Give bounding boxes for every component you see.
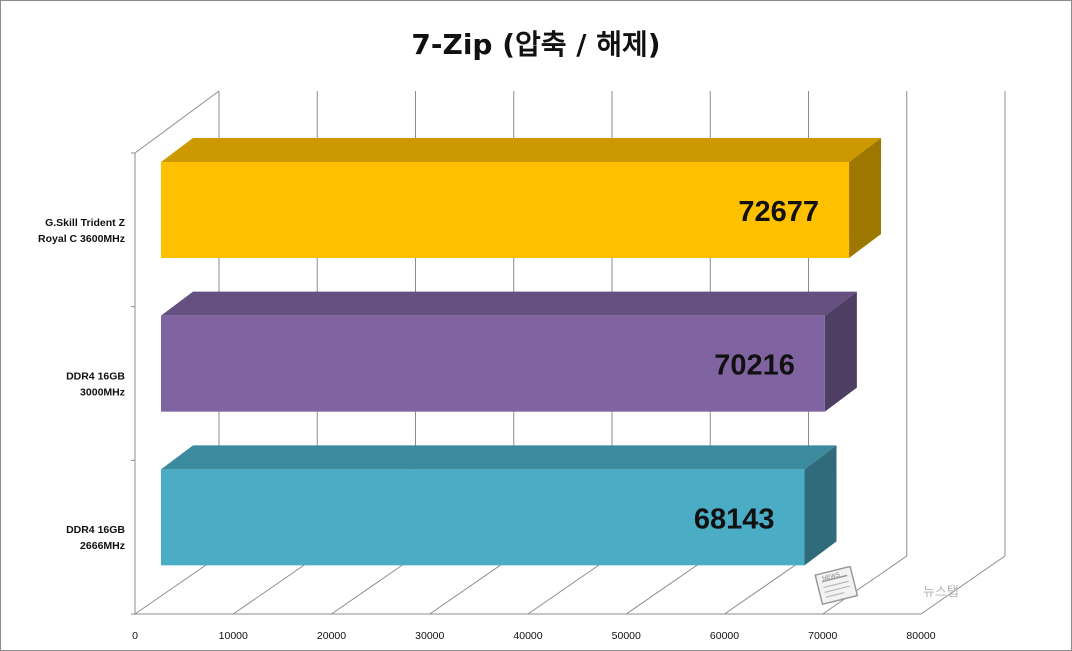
bar — [161, 315, 825, 412]
watermark-label: NEWS — [822, 572, 841, 582]
bar-top — [161, 445, 837, 470]
x-tick-label: 30000 — [415, 630, 444, 642]
newspaper-icon: NEWS 뉴스탭 — [814, 566, 959, 606]
floor-gridline — [429, 555, 515, 615]
x-tick-label: 70000 — [808, 630, 837, 642]
watermark-logo: NEWS 뉴스탭 — [813, 566, 983, 616]
category-label: 2666MHz — [80, 540, 125, 552]
bar — [161, 469, 805, 566]
x-tick-label: 80000 — [906, 630, 935, 642]
x-tick-label: 20000 — [317, 630, 346, 642]
floor-gridline — [822, 555, 908, 615]
x-tick-label: 40000 — [513, 630, 542, 642]
floor-gridline — [232, 555, 318, 615]
bar-top — [161, 291, 857, 316]
bar — [161, 162, 850, 258]
x-tick-label: 0 — [132, 630, 138, 642]
data-label: 72677 — [738, 196, 819, 228]
side-wall-edge — [134, 90, 220, 154]
floor-gridline — [331, 555, 416, 615]
data-label: 70216 — [714, 350, 795, 382]
bar-side — [804, 445, 837, 566]
x-tick-label: 10000 — [219, 630, 248, 642]
category-label: G.Skill Trident Z — [45, 217, 126, 229]
chart-title: 7-Zip (압축 / 해제) — [411, 28, 661, 61]
category-label: 3000MHz — [80, 387, 125, 399]
floor-gridline — [625, 555, 711, 615]
bar-side — [849, 138, 882, 258]
category-label: Royal C 3600MHz — [38, 233, 125, 245]
data-label: 68143 — [694, 503, 775, 535]
floor-gridline — [724, 555, 809, 615]
x-tick-label: 60000 — [710, 630, 739, 642]
category-label: DDR4 16GB — [66, 371, 125, 383]
watermark-text: 뉴스탭 — [923, 585, 959, 600]
floor-gridline — [134, 555, 220, 615]
bar-side — [824, 291, 857, 412]
x-tick-label: 50000 — [612, 630, 641, 642]
category-label: DDR4 16GB — [66, 524, 125, 536]
bar-top — [161, 138, 882, 162]
floor-gridline — [527, 555, 613, 615]
floor-gridline — [920, 555, 1006, 615]
